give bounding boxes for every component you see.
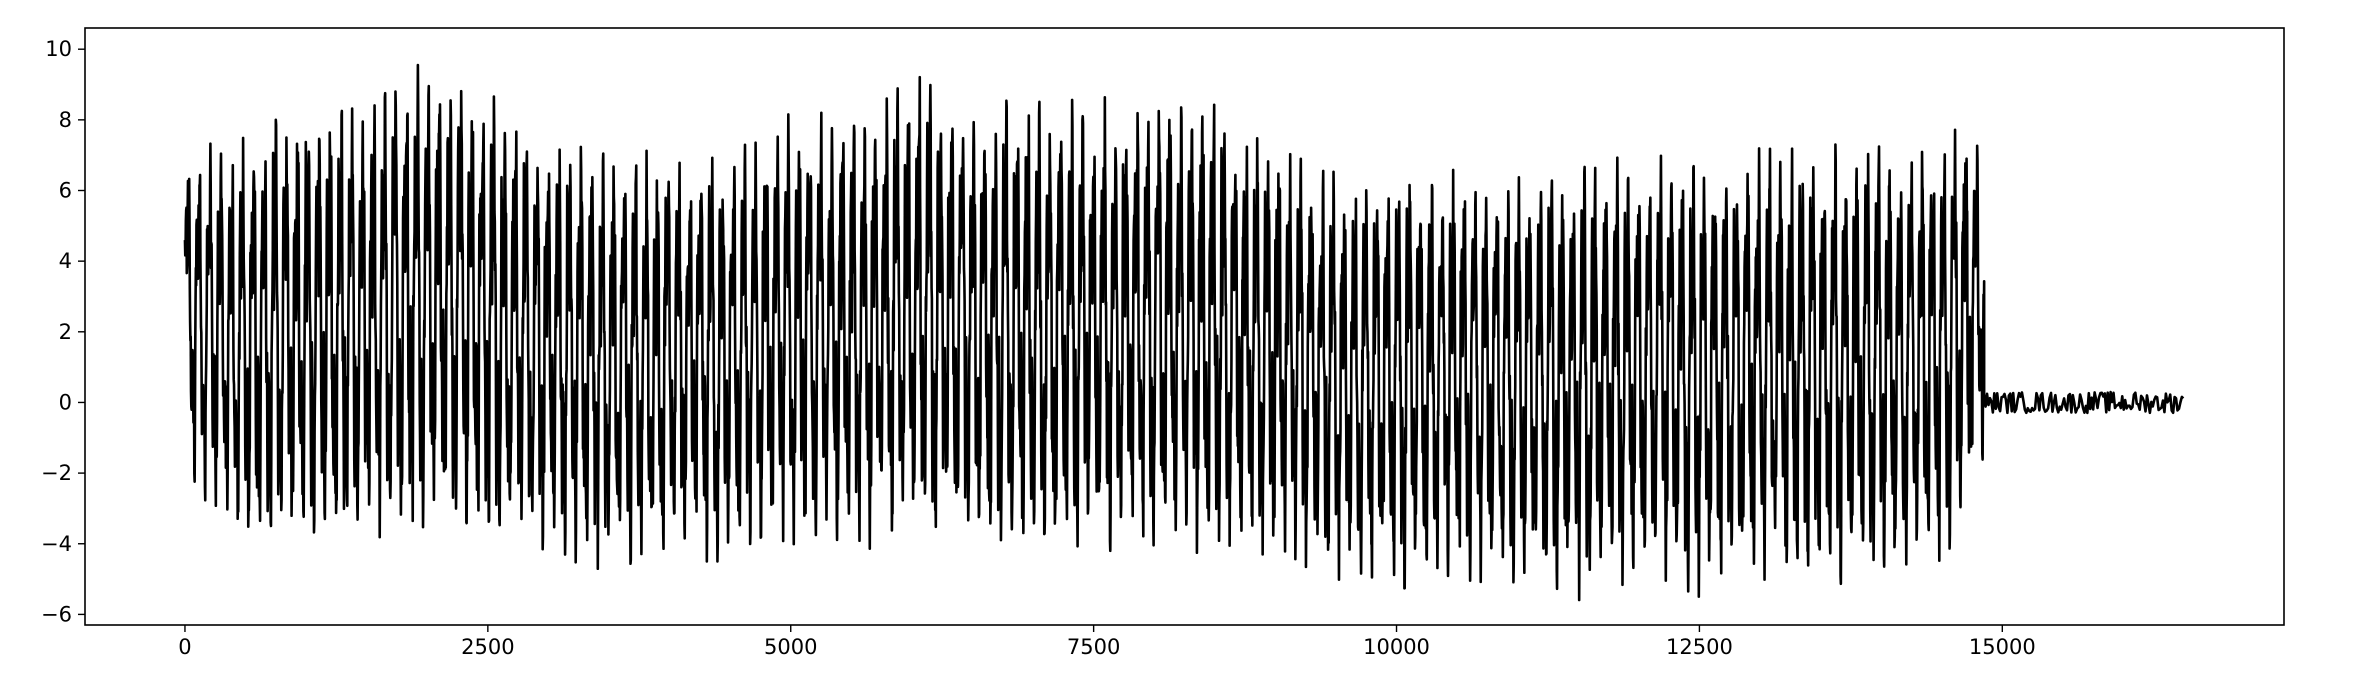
y-tick-label: 10 [45,37,72,61]
x-tick-label: 0 [178,635,191,659]
x-tick-label: 5000 [764,635,817,659]
y-tick-label: 4 [59,249,72,273]
y-tick-label: −6 [41,602,72,626]
signal-series-line [183,63,2185,602]
x-tick-label: 2500 [461,635,514,659]
x-tick-label: 15000 [1969,635,2036,659]
plot-area [183,63,2185,602]
x-tick-label: 12500 [1666,635,1733,659]
x-tick-label: 10000 [1363,635,1430,659]
y-tick-label: 8 [59,108,72,132]
axes-frame [84,27,2285,626]
y-axis: −6 −4 −2 0 2 4 6 8 10 [41,37,85,626]
y-tick-label: 2 [59,320,72,344]
y-tick-label: 6 [59,178,72,202]
x-tick-label: 7500 [1067,635,1120,659]
x-axis: 0 2500 5000 7500 10000 12500 15000 [178,625,2036,659]
y-tick-label: −4 [41,532,72,556]
y-tick-label: −2 [41,461,72,485]
y-tick-label: 0 [59,390,72,414]
